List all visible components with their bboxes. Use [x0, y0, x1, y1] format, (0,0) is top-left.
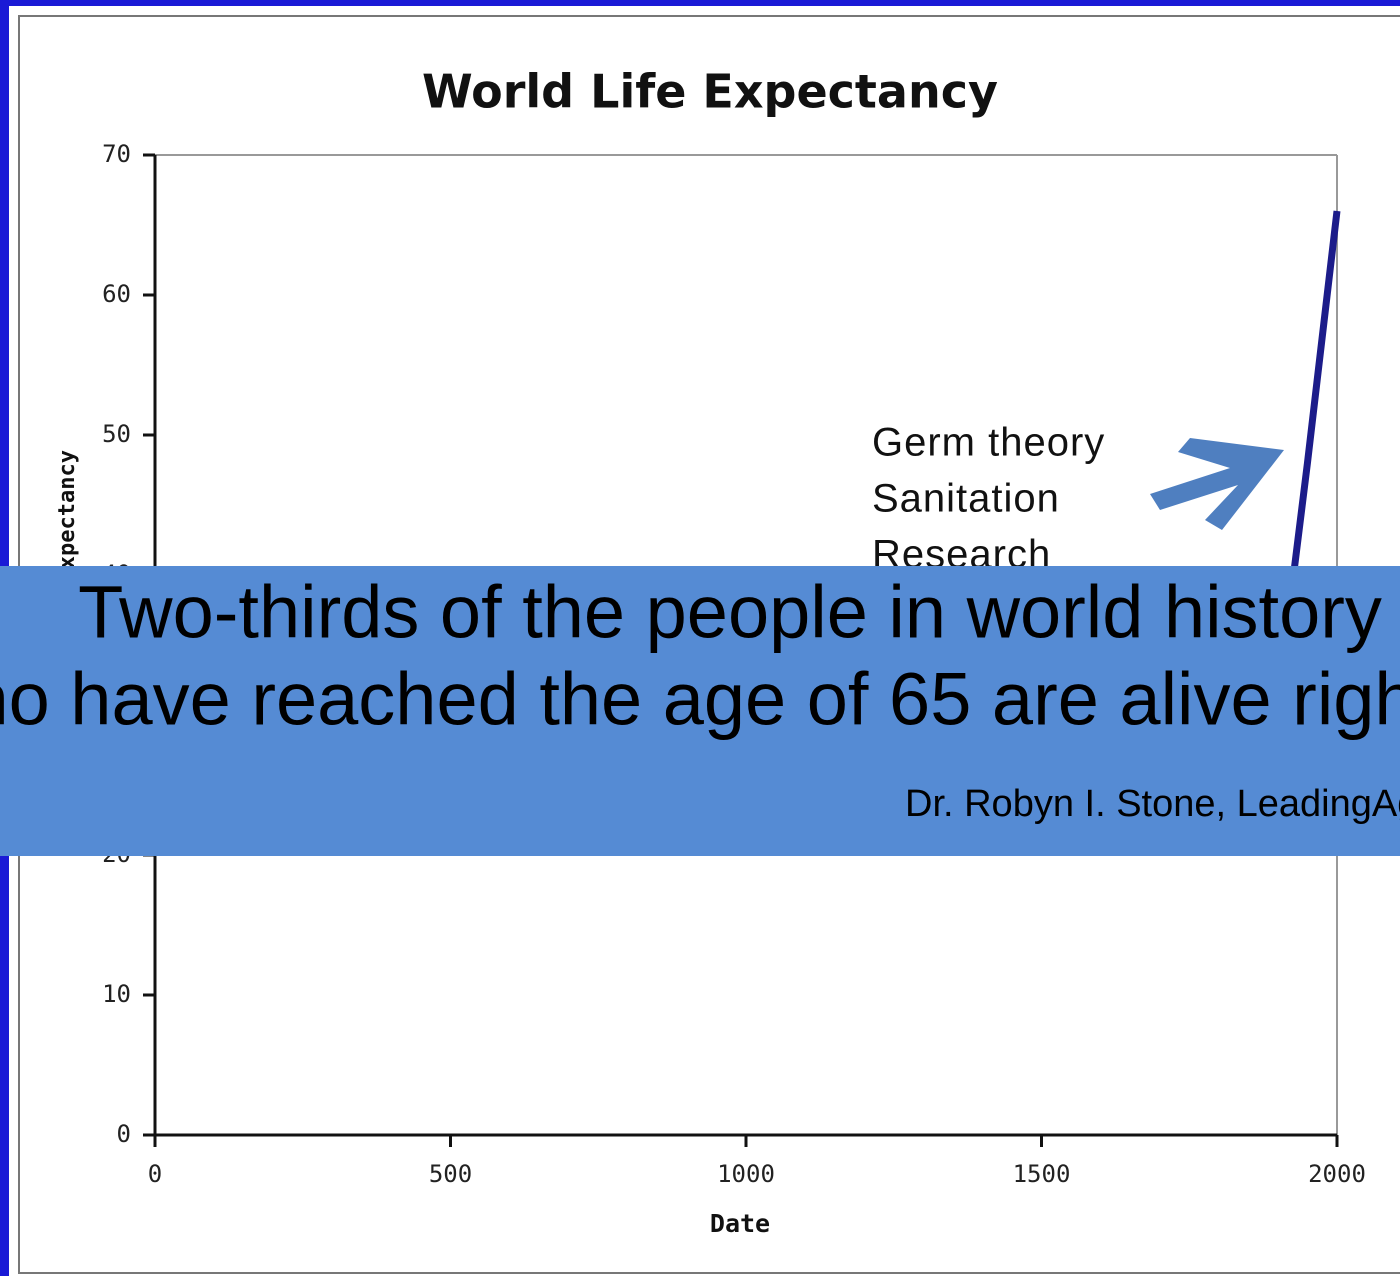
x-tick-label: 1000 [717, 1160, 775, 1188]
banner-line: who have reached the age of 65 are alive… [0, 658, 1400, 741]
plot: 0102030405060700500100015002000 [102, 140, 1366, 1188]
banner-line: Two-thirds of the people in world histor… [78, 571, 1382, 654]
x-axis-label: Date [710, 1209, 770, 1238]
x-tick-label: 2000 [1308, 1160, 1366, 1188]
y-tick-label: 10 [102, 980, 131, 1008]
y-tick-label: 70 [102, 140, 131, 168]
annotation-text: Germ theory [872, 421, 1105, 465]
banner-attribution: Dr. Robyn I. Stone, LeadingAge [905, 783, 1400, 825]
banner-text: Two-thirds of the people in world histor… [0, 571, 1400, 825]
x-tick-label: 1500 [1013, 1160, 1071, 1188]
y-tick-label: 0 [117, 1120, 131, 1148]
x-tick-label: 0 [148, 1160, 162, 1188]
banner [0, 566, 1400, 856]
x-tick-label: 500 [429, 1160, 472, 1188]
arrow [1150, 438, 1284, 530]
y-tick-label: 60 [102, 280, 131, 308]
annotation-text: Sanitation [872, 477, 1060, 521]
y-tick-label: 50 [102, 420, 131, 448]
chart-title: World Life Expectancy [422, 65, 998, 119]
